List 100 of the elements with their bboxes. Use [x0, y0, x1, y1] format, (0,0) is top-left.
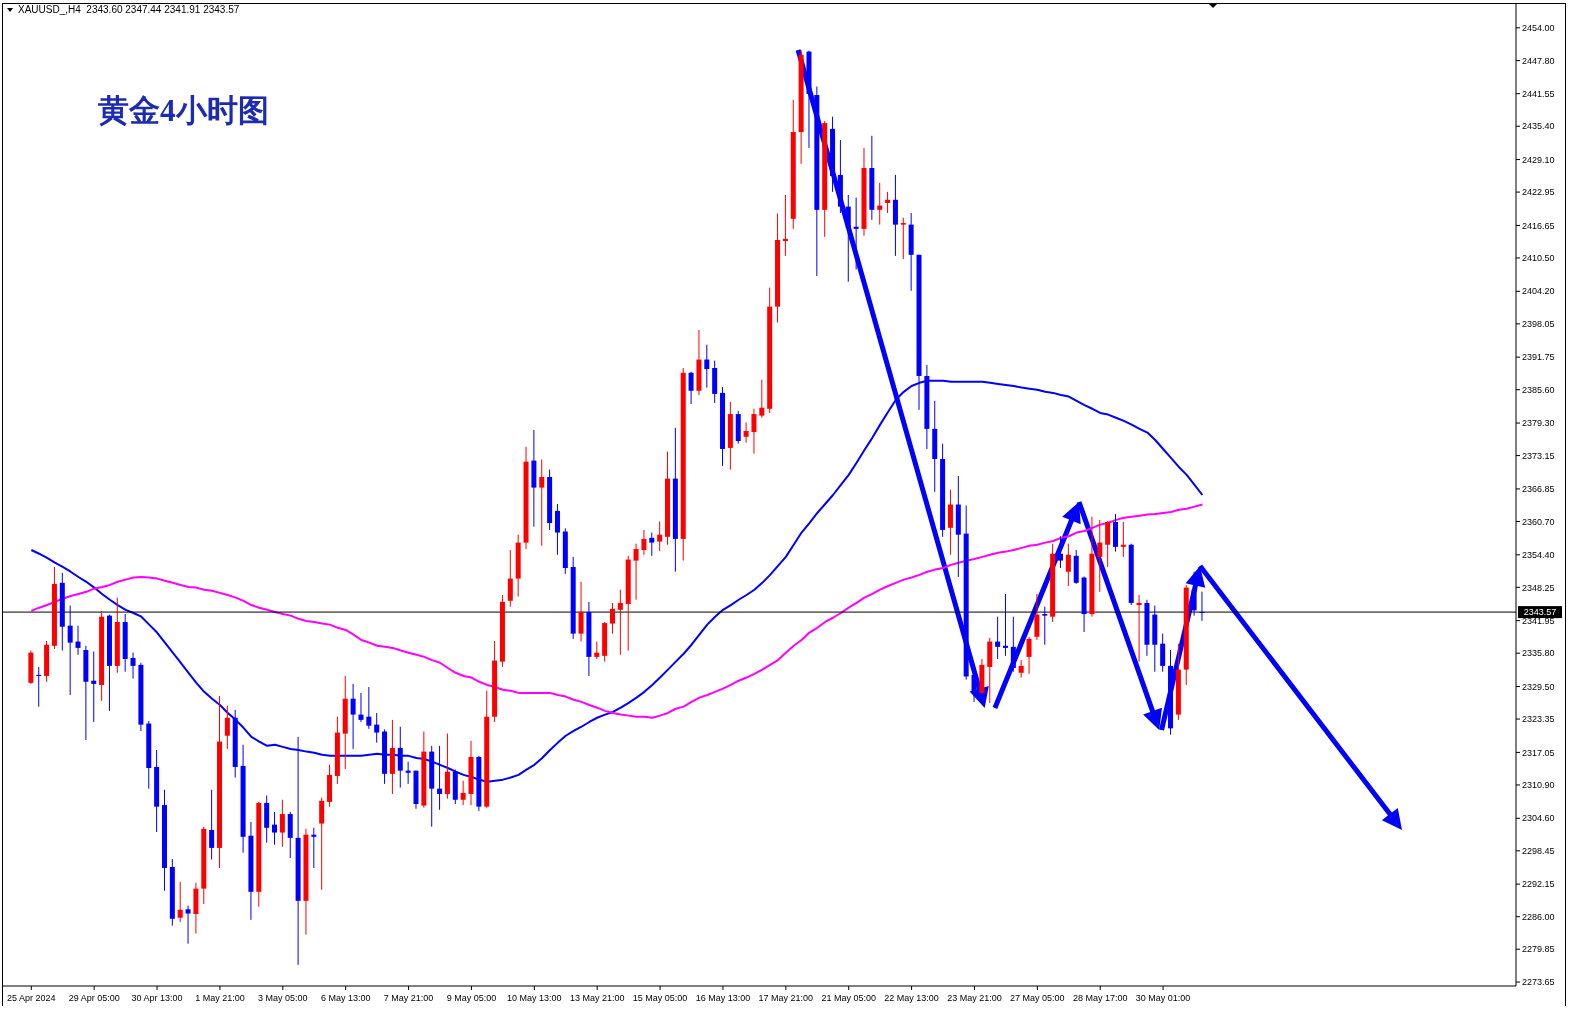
y-tick-label: 2404.20 — [1522, 286, 1555, 297]
candlestick — [91, 651, 97, 723]
candlestick — [688, 371, 694, 405]
x-tick-label: 9 May 05:00 — [446, 993, 497, 1003]
candlestick — [507, 549, 513, 608]
y-tick-label: 2441.55 — [1522, 88, 1555, 99]
candlestick — [578, 581, 584, 643]
x-tick-label: 30 May 01:00 — [1135, 993, 1191, 1003]
y-tick-label: 2379.30 — [1522, 418, 1555, 429]
candlestick — [1026, 636, 1032, 675]
y-tick-label: 2298.45 — [1522, 846, 1555, 857]
candlestick — [1199, 591, 1205, 622]
candlestick — [358, 692, 364, 723]
candlestick — [36, 666, 42, 708]
y-tick-label: 2391.75 — [1522, 352, 1555, 363]
candlestick — [1097, 519, 1103, 593]
candlestick — [1160, 633, 1166, 673]
y-tick-label: 2292.15 — [1522, 879, 1555, 890]
candlestick — [885, 191, 891, 214]
y-tick-label: 2335.80 — [1522, 648, 1555, 659]
x-tick-label: 30 Apr 13:00 — [131, 993, 183, 1003]
candlestick — [1034, 593, 1040, 641]
x-tick-label: 22 May 13:00 — [884, 993, 939, 1003]
y-tick-label: 2273.65 — [1522, 977, 1555, 988]
candlestick — [877, 182, 883, 226]
candlestick — [1065, 543, 1071, 587]
candlestick — [539, 459, 545, 547]
x-tick-label: 15 May 05:00 — [632, 993, 688, 1003]
candlestick — [1057, 535, 1063, 569]
candlestick — [900, 217, 906, 260]
candlestick — [311, 827, 317, 869]
candlestick — [554, 503, 560, 556]
candlestick — [374, 712, 380, 744]
candlestick — [743, 422, 749, 444]
y-tick-label: 2286.00 — [1522, 911, 1555, 922]
candlestick — [947, 489, 953, 556]
ref-line-label: 2343.57 — [1523, 607, 1557, 618]
y-tick-label: 2366.85 — [1522, 484, 1555, 495]
y-tick-label: 2422.95 — [1522, 187, 1555, 198]
candlestick — [1191, 571, 1197, 617]
x-tick-label: 6 May 13:00 — [320, 993, 371, 1003]
candlestick — [1042, 606, 1048, 646]
y-tick-label: 2304.60 — [1522, 813, 1555, 824]
candlestick — [633, 543, 639, 601]
candlestick — [209, 789, 215, 861]
candlestick — [444, 733, 450, 800]
candlestick — [995, 616, 1001, 660]
x-tick-label: 21 May 05:00 — [821, 993, 876, 1003]
candlestick — [405, 761, 411, 785]
candlestick — [609, 602, 615, 635]
line-series — [30, 503, 1204, 719]
y-tick-label: 2429.10 — [1522, 154, 1555, 165]
x-tick-label: 25 Apr 2024 — [7, 993, 56, 1003]
candlestick — [751, 408, 757, 455]
candlestick — [1002, 593, 1008, 657]
candlestick — [853, 197, 859, 271]
x-tick-label: 1 May 21:00 — [195, 993, 245, 1003]
x-tick-label: 23 May 21:00 — [947, 993, 1002, 1003]
candlestick — [657, 520, 663, 552]
y-tick-label: 2416.65 — [1522, 220, 1555, 231]
candlestick — [67, 605, 73, 696]
candlestick — [272, 811, 278, 846]
candlestick — [1105, 520, 1111, 568]
x-tick-label: 3 May 05:00 — [258, 993, 308, 1003]
x-tick-label: 13 May 21:00 — [569, 993, 625, 1003]
candlestick — [319, 797, 325, 891]
y-tick-label: 2279.85 — [1522, 944, 1555, 955]
chart-subtitle: XAUUSD_,H4 2343.60 2347.44 2341.91 2343.57 — [18, 4, 240, 15]
y-tick-label: 2348.25 — [1522, 582, 1555, 593]
candlestick — [177, 881, 183, 923]
y-tick-label: 2310.90 — [1522, 780, 1555, 791]
candlestick — [1010, 616, 1016, 673]
x-tick-label: 16 May 13:00 — [695, 993, 751, 1003]
y-tick-label: 2410.50 — [1522, 253, 1555, 264]
x-tick-label: 17 May 21:00 — [758, 993, 814, 1003]
y-tick-label: 2447.80 — [1522, 55, 1555, 66]
candlestick — [782, 194, 788, 257]
candlestick — [759, 379, 765, 419]
y-tick-label: 2435.40 — [1522, 121, 1555, 132]
y-tick-label: 2373.15 — [1522, 450, 1555, 461]
y-tick-label: 2398.05 — [1522, 319, 1555, 330]
candlestick — [366, 686, 372, 730]
candlestick — [460, 780, 466, 806]
candlestick — [649, 532, 655, 557]
candlestick — [350, 683, 356, 750]
text: 黄金4小时图 — [98, 92, 269, 130]
y-tick-label: 2360.70 — [1522, 516, 1555, 527]
candlestick — [1120, 521, 1126, 558]
candlestick — [845, 194, 851, 283]
candlestick — [704, 344, 710, 389]
y-tick-label: 2329.50 — [1522, 681, 1555, 692]
candlestick — [971, 671, 977, 703]
x-tick-label: 28 May 17:00 — [1072, 993, 1128, 1003]
candlestick — [224, 705, 230, 750]
candlestick — [287, 811, 293, 859]
x-tick-label: 29 Apr 05:00 — [68, 993, 120, 1003]
y-tick-label: 2354.40 — [1522, 549, 1555, 560]
y-tick-label: 2317.05 — [1522, 747, 1555, 758]
candlestick — [185, 905, 191, 945]
candlestick — [279, 799, 285, 848]
